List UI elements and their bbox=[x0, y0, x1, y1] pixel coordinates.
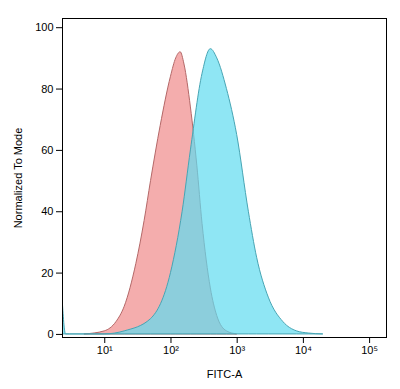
svg-text:0: 0 bbox=[47, 328, 53, 340]
svg-text:10³: 10³ bbox=[229, 344, 245, 356]
svg-text:10⁴: 10⁴ bbox=[295, 344, 312, 356]
svg-text:40: 40 bbox=[41, 205, 53, 217]
svg-text:Normalized To Mode: Normalized To Mode bbox=[12, 128, 24, 229]
svg-text:10¹: 10¹ bbox=[97, 344, 113, 356]
svg-text:60: 60 bbox=[41, 144, 53, 156]
svg-text:10²: 10² bbox=[163, 344, 179, 356]
svg-text:80: 80 bbox=[41, 83, 53, 95]
svg-text:20: 20 bbox=[41, 267, 53, 279]
svg-text:100: 100 bbox=[35, 21, 53, 33]
svg-text:FITC-A: FITC-A bbox=[207, 368, 243, 380]
svg-text:10⁵: 10⁵ bbox=[361, 344, 378, 356]
